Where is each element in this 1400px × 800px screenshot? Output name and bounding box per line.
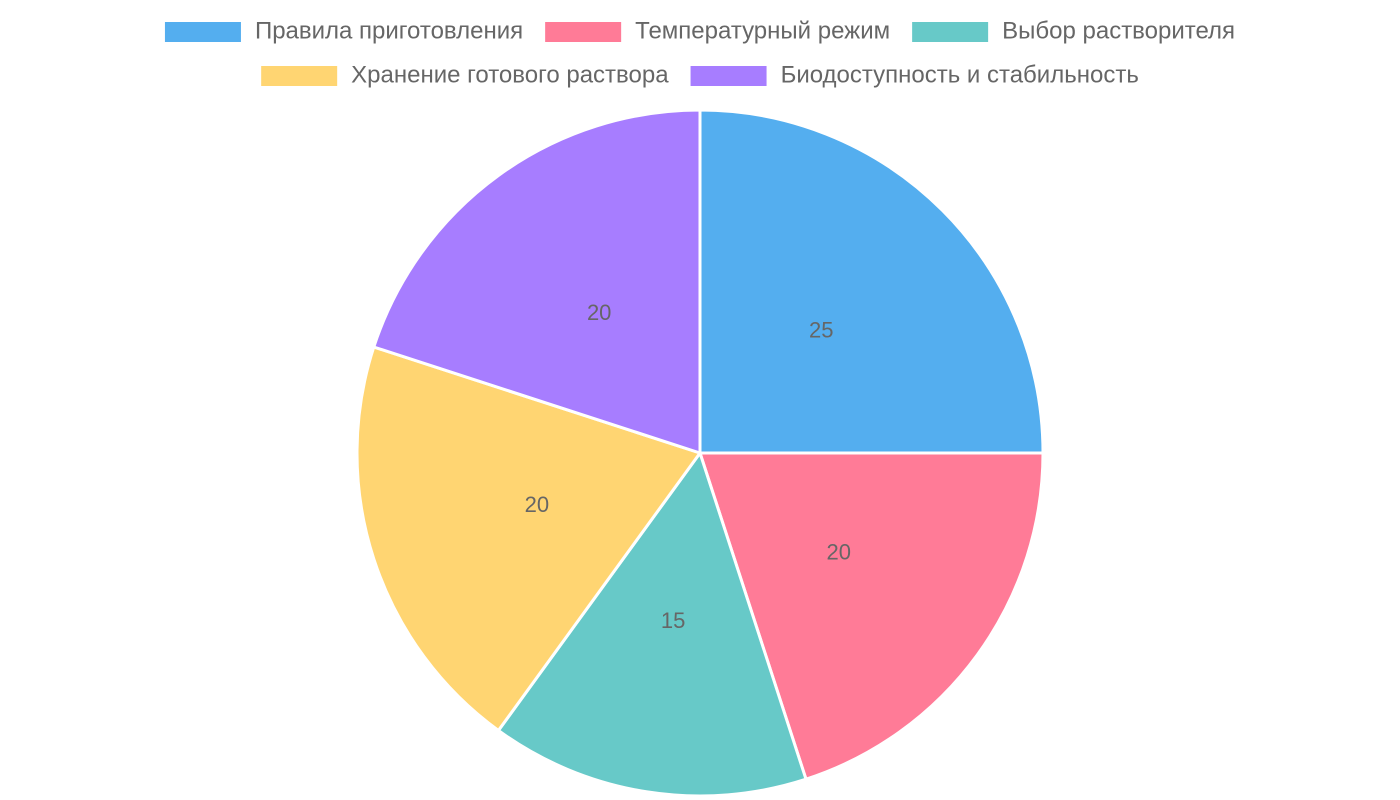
pie-slice — [355, 345, 703, 733]
legend-label: Биодоступность и стабильность — [781, 61, 1139, 88]
legend-label: Температурный режим — [635, 17, 890, 44]
pie-slice — [496, 449, 808, 798]
legend-swatch — [690, 66, 767, 86]
pie-slice — [371, 108, 702, 456]
legend-swatch — [545, 22, 622, 42]
legend-item[interactable]: Выбор растворителя — [912, 17, 1235, 44]
value-label: 20 — [525, 492, 549, 517]
legend-swatch — [164, 22, 241, 42]
legend: Правила приготовления Температурный режим… — [164, 17, 1235, 88]
value-label: 20 — [827, 540, 851, 565]
pie-slice — [698, 108, 1045, 455]
pie-slice — [697, 451, 1045, 782]
value-label: 25 — [809, 318, 833, 343]
legend-label: Выбор растворителя — [1002, 17, 1235, 44]
legend-item[interactable]: Биодоступность и стабильность — [690, 61, 1139, 88]
legend-label: Хранение готового раствора — [351, 61, 669, 88]
legend-item[interactable]: Хранение готового раствора — [261, 61, 669, 88]
legend-swatch — [912, 22, 989, 42]
legend-label: Правила приготовления — [255, 17, 523, 44]
value-label: 15 — [661, 608, 685, 633]
legend-swatch — [261, 66, 338, 86]
legend-item[interactable]: Правила приготовления — [164, 17, 523, 44]
legend-item[interactable]: Температурный режим — [545, 17, 890, 44]
value-label: 20 — [587, 300, 611, 325]
